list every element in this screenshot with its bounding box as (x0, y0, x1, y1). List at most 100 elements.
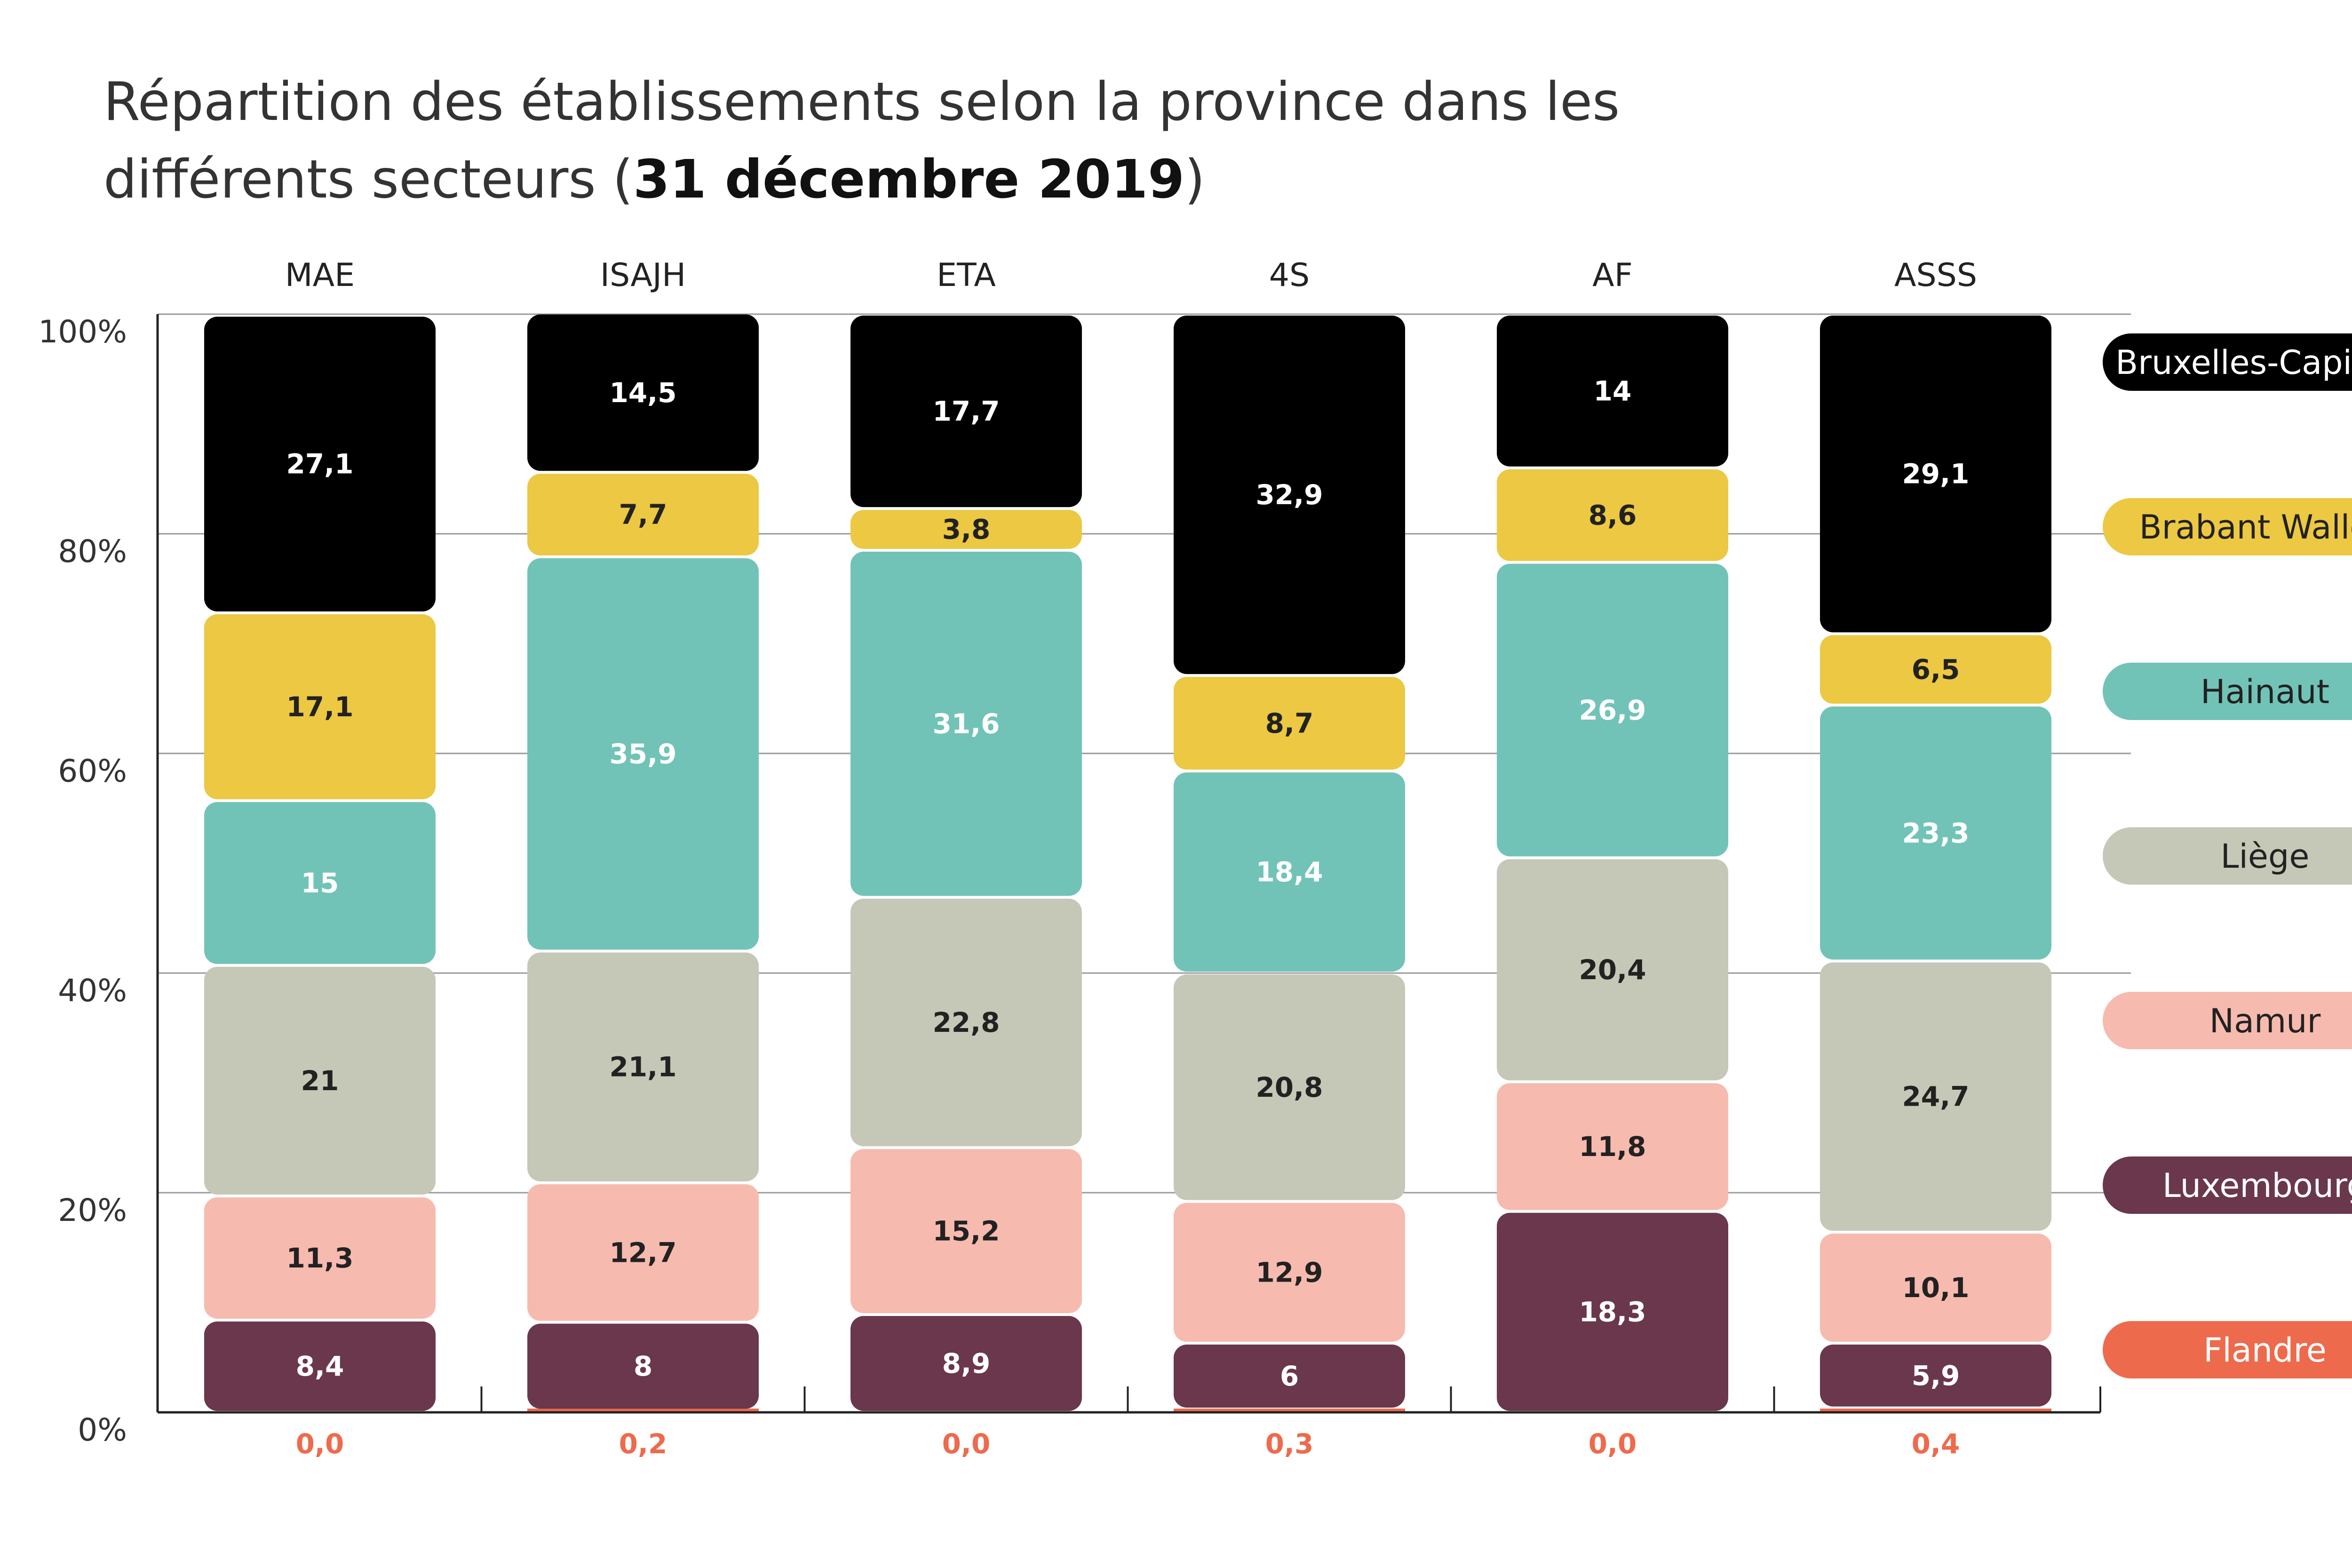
chart-title: Répartition des établissements selon la … (103, 71, 1620, 210)
segment-namur-eta (850, 1149, 1082, 1314)
legend-item-namur: Namur (2103, 992, 2352, 1049)
bars: 8,411,3211517,127,1812,721,135,97,714,58… (204, 314, 2051, 1412)
segment-liege-mae (204, 966, 436, 1195)
segment-flandre-4s (1174, 1409, 1405, 1412)
chart-title-line2-prefix: différents secteurs ( (103, 149, 633, 210)
value-label-bruxelles-capitale-af: 14 (1594, 375, 1632, 407)
segment-luxembourg-4s (1174, 1344, 1405, 1408)
segment-brabant-wallon-eta (850, 510, 1082, 549)
category-label-af: AF (1592, 257, 1633, 294)
value-label-hainaut-4s: 18,4 (1255, 856, 1323, 888)
segment-luxembourg-isajh (527, 1323, 759, 1409)
legend-swatch-namur (2103, 992, 2352, 1049)
bar-mae: 8,4 11,3 21 15 17,1 27,1 (204, 317, 436, 1411)
segment-luxembourg-af (1497, 1212, 1728, 1411)
value-label-namur-4s: 12,9 (1255, 1256, 1323, 1288)
segment-luxembourg-mae (204, 1321, 436, 1411)
value-label-namur-asss: 10,1 (1902, 1272, 1969, 1304)
value-label-bruxelles-capitale-asss: 29,1 (1902, 458, 1969, 490)
bar-af: 18,3 11,8 20,4 26,9 8,6 14 (1497, 316, 1728, 1411)
gridlines (158, 313, 2131, 1194)
segment-hainaut-eta (850, 552, 1082, 896)
value-label-liege-4s: 20,8 (1255, 1071, 1323, 1103)
segment-hainaut-asss (1820, 706, 2051, 960)
value-label-flandre-mae: 0,0 (296, 1428, 344, 1460)
value-label-luxembourg-asss: 5,9 (1912, 1360, 1960, 1392)
chart-title-line2: différents secteurs (31 décembre 2019) (103, 149, 1205, 210)
value-label-bruxelles-capitale-mae: 27,1 (286, 448, 353, 480)
segment-bruxelles-capitale-eta (850, 316, 1082, 507)
legend-item-flandre: Flandre (2103, 1321, 2352, 1378)
segment-hainaut-isajh (527, 558, 759, 950)
value-label-liege-mae: 21 (301, 1065, 339, 1097)
y-tick-40: 40% (58, 973, 127, 1009)
chart-title-line1: Répartition des établissements selon la … (103, 71, 1620, 133)
legend-swatch-liege (2103, 827, 2352, 885)
value-label-namur-isajh: 12,7 (609, 1236, 676, 1268)
value-label-hainaut-mae: 15 (301, 867, 339, 899)
category-label-asss: ASSS (1894, 257, 1977, 294)
legend-label-namur: Namur (2209, 1002, 2321, 1040)
legend-item-liege: Liège (2103, 827, 2352, 885)
y-axis-ticks: 0% 20% 40% 60% 80% 100% (38, 314, 127, 1448)
segment-brabant-wallon-af (1497, 469, 1728, 561)
value-label-bruxelles-capitale-eta: 17,7 (932, 396, 1000, 428)
legend-item-luxembourg: Luxembourg (2103, 1156, 2352, 1214)
segment-brabant-wallon-4s (1174, 677, 1405, 770)
value-label-hainaut-af: 26,9 (1579, 694, 1646, 726)
chart-title-date: 31 décembre 2019 (633, 149, 1184, 210)
legend-label-hainaut: Hainaut (2201, 673, 2329, 711)
legend: Bruxelles-Capitale Brabant Wallon Hainaut L… (2103, 333, 2352, 1378)
segment-luxembourg-asss (1820, 1344, 2051, 1407)
segment-namur-mae (204, 1197, 436, 1319)
segment-liege-eta (850, 898, 1082, 1147)
legend-swatch-flandre (2103, 1321, 2352, 1378)
value-label-flandre-4s: 0,3 (1265, 1428, 1314, 1460)
segment-hainaut-af (1497, 563, 1728, 856)
legend-swatch-luxembourg (2103, 1156, 2352, 1214)
flandre-value-labels: 0,0 0,2 0,0 0,3 0,0 0,4 (296, 1428, 1960, 1460)
segment-hainaut-4s (1174, 772, 1405, 972)
value-label-namur-eta: 15,2 (932, 1215, 1000, 1247)
value-label-brabant-wallon-af: 8,6 (1589, 499, 1637, 531)
value-label-luxembourg-af: 18,3 (1579, 1296, 1646, 1328)
y-tick-60: 60% (58, 753, 127, 789)
segment-flandre-isajh (527, 1409, 759, 1412)
legend-swatch-bruxelles-capitale (2103, 333, 2352, 391)
value-label-liege-isajh: 21,1 (609, 1051, 676, 1083)
segment-bruxelles-capitale-mae (204, 317, 436, 612)
legend-label-brabant-wallon: Brabant Wallon (2139, 508, 2352, 546)
y-tick-0: 0% (78, 1412, 127, 1448)
segment-brabant-wallon-mae (204, 614, 436, 800)
category-label-isajh: ISAJH (600, 257, 686, 294)
segment-namur-4s (1174, 1203, 1405, 1342)
category-label-4s: 4S (1269, 257, 1310, 294)
value-label-flandre-eta: 0,0 (942, 1428, 991, 1460)
legend-item-hainaut: Hainaut (2103, 663, 2352, 720)
segment-namur-af (1497, 1083, 1728, 1210)
value-label-namur-af: 11,8 (1579, 1131, 1646, 1163)
segment-luxembourg-eta (850, 1316, 1082, 1411)
legend-item-brabant-wallon: Brabant Wallon (2103, 498, 2352, 555)
value-label-liege-eta: 22,8 (932, 1006, 1000, 1038)
value-label-bruxelles-capitale-isajh: 14,5 (609, 377, 676, 409)
legend-label-flandre: Flandre (2203, 1331, 2327, 1370)
category-label-mae: MAE (285, 257, 355, 294)
value-label-flandre-asss: 0,4 (1912, 1428, 1960, 1460)
value-label-brabant-wallon-4s: 8,7 (1265, 707, 1314, 739)
value-label-brabant-wallon-asss: 6,5 (1912, 653, 1960, 685)
value-label-hainaut-asss: 23,3 (1902, 817, 1969, 849)
value-label-luxembourg-4s: 6 (1280, 1360, 1299, 1392)
legend-swatch-brabant-wallon (2103, 498, 2352, 555)
segment-liege-4s (1174, 974, 1405, 1200)
value-label-brabant-wallon-eta: 3,8 (942, 514, 991, 546)
segment-liege-isajh (527, 952, 759, 1181)
value-label-luxembourg-mae: 8,4 (296, 1350, 344, 1382)
y-tick-80: 80% (58, 533, 127, 570)
value-label-luxembourg-eta: 8,9 (942, 1347, 991, 1379)
segment-liege-asss (1820, 962, 2051, 1231)
value-label-hainaut-isajh: 35,9 (609, 738, 676, 770)
segment-brabant-wallon-isajh (527, 474, 759, 556)
y-tick-20: 20% (58, 1192, 127, 1228)
